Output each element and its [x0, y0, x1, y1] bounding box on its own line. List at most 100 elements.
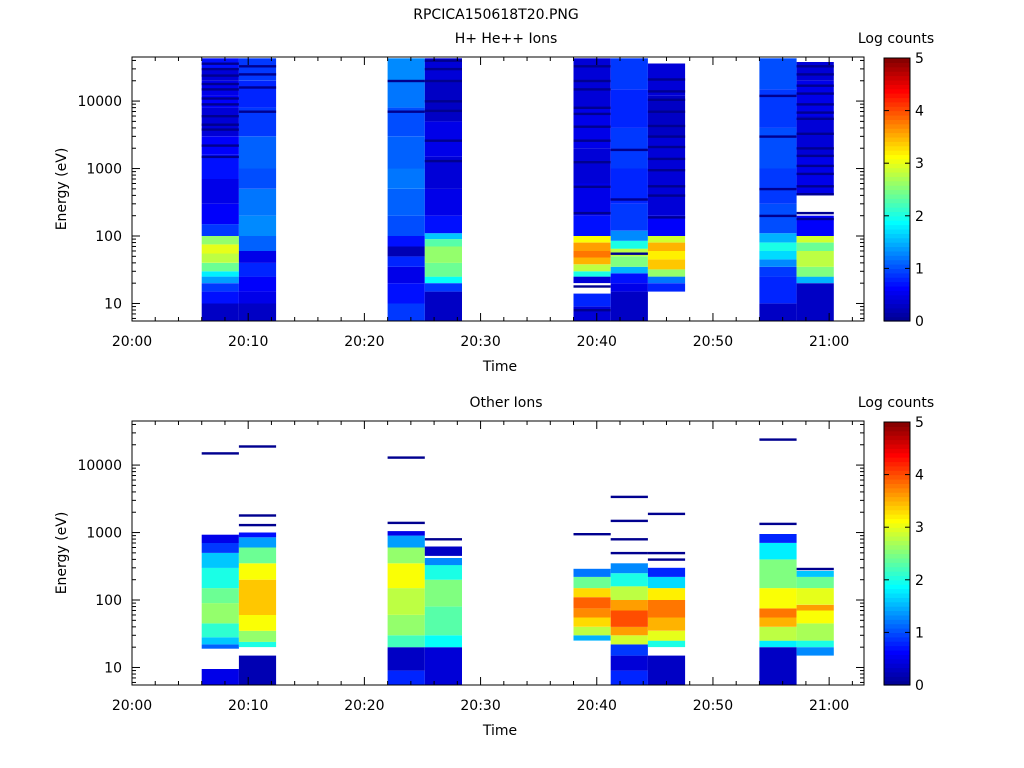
y-tick-label: 1000: [86, 162, 122, 178]
colorbar-band: [884, 619, 910, 625]
colorbar-band: [884, 250, 910, 256]
colorbar-band: [884, 439, 910, 445]
energy-bin: [610, 127, 648, 169]
colorbar-band: [884, 514, 910, 520]
energy-bin: [387, 80, 425, 108]
energy-bin: [201, 543, 239, 553]
energy-line: [796, 65, 834, 68]
colorbar-band: [884, 487, 910, 493]
energy-bin: [610, 256, 648, 267]
energy-bin: [201, 224, 239, 236]
energy-bin: [573, 597, 611, 609]
x-axis: 20:00 20:10 20:20 20:30 20:40 20:50 21:00 Time: [112, 57, 853, 375]
energy-bin: [610, 89, 648, 128]
energy-bin: [610, 273, 648, 284]
energy-bin: [796, 251, 834, 267]
energy-line: [759, 214, 797, 218]
energy-bin: [573, 242, 611, 251]
energy-bin: [796, 215, 834, 236]
energy-bin: [759, 259, 797, 267]
energy-line: [201, 128, 239, 131]
energy-line: [573, 285, 611, 288]
x-tick-label: 20:10: [228, 698, 268, 714]
energy-bin: [647, 236, 686, 243]
energy-line: [796, 117, 834, 120]
colorbar-band: [884, 246, 910, 252]
energy-bin: [796, 576, 834, 589]
energy-bin: [387, 547, 425, 564]
energy-bin: [387, 136, 425, 169]
spectrogram-data: [201, 438, 834, 685]
energy-line: [201, 103, 239, 106]
energy-bin: [759, 127, 797, 169]
energy-bin: [424, 121, 462, 157]
energy-bin: [238, 58, 277, 81]
energy-line: [647, 194, 686, 197]
energy-bin: [610, 230, 648, 241]
energy-bin: [759, 233, 797, 243]
energy-bin: [387, 647, 425, 671]
energy-line: [424, 159, 462, 163]
energy-bin: [238, 532, 277, 538]
colorbar-band: [884, 88, 910, 94]
energy-bin: [387, 215, 425, 236]
energy-bin: [201, 303, 239, 321]
energy-line: [647, 145, 686, 149]
colorbar-band: [884, 237, 910, 243]
x-tick-label: 20:40: [577, 334, 617, 350]
energy-bin: [647, 269, 686, 277]
colorbar-band: [884, 443, 910, 449]
energy-bin: [201, 534, 239, 543]
energy-line: [573, 79, 611, 83]
energy-line: [573, 211, 611, 215]
energy-bin: [796, 266, 834, 277]
energy-bin: [647, 215, 686, 236]
colorbar-band: [884, 610, 910, 616]
energy-bin: [759, 617, 797, 627]
colorbar-band: [884, 623, 910, 629]
energy-bin: [610, 670, 648, 685]
energy-line: [610, 551, 648, 555]
colorbar-band: [884, 207, 910, 213]
energy-bin: [759, 242, 797, 251]
colorbar-band: [884, 220, 910, 226]
energy-line: [573, 125, 611, 128]
panel-title: Other Ions: [469, 395, 542, 411]
energy-bin: [647, 617, 686, 631]
x-tick-label: 20:20: [344, 698, 384, 714]
energy-bin: [610, 240, 648, 249]
energy-line: [238, 445, 277, 448]
energy-bin: [201, 623, 239, 638]
energy-line: [201, 115, 239, 118]
x-tick-label: 20:40: [577, 698, 617, 714]
energy-line: [238, 523, 277, 527]
colorbar-band: [884, 281, 910, 287]
energy-line: [573, 88, 611, 91]
energy-bin: [796, 242, 834, 251]
energy-line: [238, 110, 277, 113]
colorbar-band: [884, 128, 910, 134]
colorbar-band: [884, 588, 910, 594]
colorbar-band: [884, 307, 910, 313]
energy-line: [573, 533, 611, 536]
energy-bin: [201, 552, 239, 568]
energy-bin: [759, 626, 797, 641]
energy-bin: [647, 588, 686, 600]
colorbar-band: [884, 294, 910, 300]
colorbar-band: [884, 571, 910, 577]
energy-bin: [610, 655, 648, 671]
colorbar-band: [884, 93, 910, 99]
colorbar-band: [884, 259, 910, 265]
energy-bin: [201, 588, 239, 604]
energy-bin: [424, 262, 462, 277]
energy-bin: [573, 148, 611, 184]
energy-line: [647, 551, 686, 555]
energy-bin: [387, 535, 425, 548]
colorbar-band: [884, 671, 910, 677]
colorbar: 0 1 2 3 4 5 Log counts: [858, 31, 934, 330]
energy-line: [424, 139, 462, 142]
energy-bin: [759, 640, 797, 648]
energy-bin: [610, 586, 648, 600]
y-tick-label: 100: [95, 229, 122, 245]
energy-bin: [387, 266, 425, 284]
